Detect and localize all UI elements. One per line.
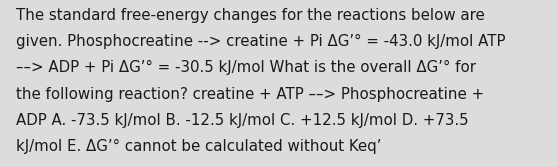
Text: given. Phosphocreatine --> creatine + Pi ΔG’° = -43.0 kJ/mol ATP: given. Phosphocreatine --> creatine + Pi… — [16, 34, 505, 49]
Text: ––> ADP + Pi ΔG’° = -30.5 kJ/mol What is the overall ΔG’° for: ––> ADP + Pi ΔG’° = -30.5 kJ/mol What is… — [16, 60, 475, 75]
Text: ADP A. -73.5 kJ/mol B. -12.5 kJ/mol C. +12.5 kJ/mol D. +73.5: ADP A. -73.5 kJ/mol B. -12.5 kJ/mol C. +… — [16, 113, 468, 128]
Text: the following reaction? creatine + ATP ––> Phosphocreatine +: the following reaction? creatine + ATP –… — [16, 87, 484, 102]
Text: kJ/mol E. ΔG’° cannot be calculated without Keq’: kJ/mol E. ΔG’° cannot be calculated with… — [16, 139, 381, 154]
Text: The standard free-energy changes for the reactions below are: The standard free-energy changes for the… — [16, 8, 484, 23]
